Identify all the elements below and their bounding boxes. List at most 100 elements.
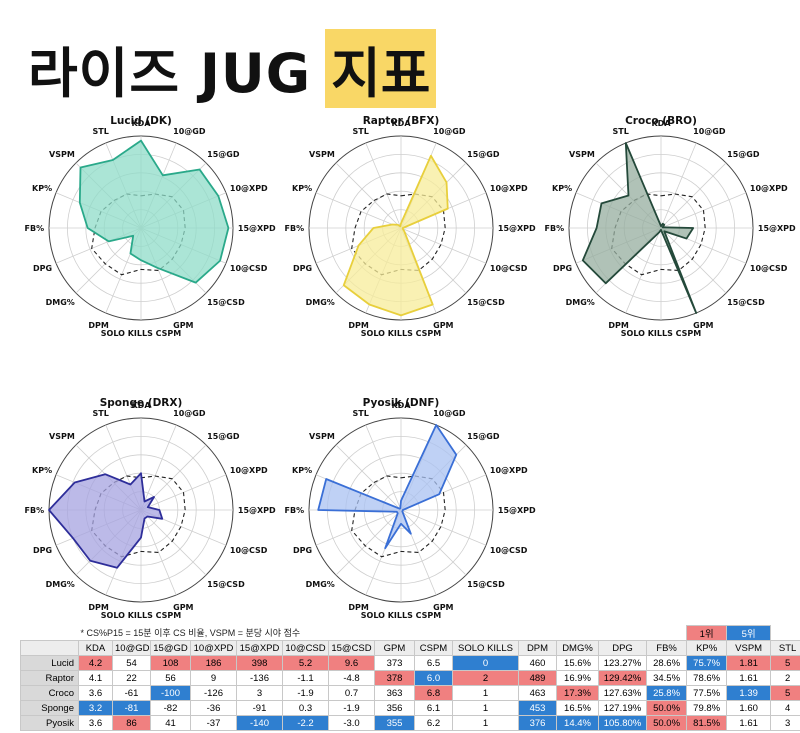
axis-label: DMG% (46, 580, 75, 589)
table-cell: 3 (236, 685, 283, 701)
table-cell: 1 (452, 715, 519, 731)
radar-chart-raptor: Raptor (BFX)KDA 10@GD 15@GD 10@XPD 15@XPD 10@… (285, 115, 537, 338)
table-cell: 1 (452, 700, 519, 716)
axis-label: 15@CSD (467, 580, 505, 589)
table-cell: 5 (770, 685, 800, 701)
grid-spoke (335, 162, 402, 229)
table-cell: -136 (236, 670, 283, 686)
column-header: 10@CSD (282, 640, 329, 656)
table-cell: 41 (150, 715, 191, 731)
blank-cell (771, 626, 800, 641)
column-header: STL (770, 640, 800, 656)
table-cell: 78.6% (686, 670, 728, 686)
table-cell: -81 (112, 700, 151, 716)
axis-label: 15@CSD (467, 298, 505, 307)
table-cell: 5.2 (282, 655, 329, 671)
grid-spoke (140, 509, 207, 576)
axis-label: SOLO KILLS CSPM (361, 329, 442, 338)
axis-label: DPG (553, 264, 572, 273)
table-cell: 463 (518, 685, 557, 701)
column-header: VSPM (726, 640, 772, 656)
table-cell: -82 (150, 700, 191, 716)
axis-label: 10@XPD (230, 184, 268, 193)
axis-label: KP% (292, 184, 312, 193)
axis-label: GPM (433, 321, 453, 330)
table-cell: 17.3% (556, 685, 599, 701)
table-row: Pyosik 3.6 86 41 -37 -140 -2.2 -3.0 355 6.2 1 376 14… (20, 715, 800, 731)
stats-table: * CS%P15 = 15분 이후 CS 비율, VSPM = 분당 시야 점수… (20, 625, 800, 731)
axis-label: 10@CSD (230, 546, 268, 555)
table-cell: 129.42% (598, 670, 647, 686)
table-cell: -100 (150, 685, 191, 701)
table-cell: 108 (150, 655, 191, 671)
axis-label: 10@GD (173, 409, 206, 418)
axis-label: STL (353, 127, 369, 136)
table-cell: 356 (374, 700, 415, 716)
table-cell: 86 (112, 715, 151, 731)
table-row: Lucid 4.2 54 108 186 398 5.2 9.6 373 6.5 0 460 15.6%… (20, 655, 800, 671)
legend-fifth: 5위 (726, 625, 772, 641)
axis-label: KDA (131, 401, 151, 410)
grid-spoke (75, 227, 142, 294)
axis-label: FB% (25, 506, 45, 515)
axis-label: 15@XPD (238, 506, 276, 515)
table-cell: 378 (374, 670, 415, 686)
table-row: Sponge 3.2 -81 -82 -36 -91 0.3 -1.9 356 6.1 1 453 16… (20, 700, 800, 716)
radar-title: Sponge (DRX) (100, 397, 183, 409)
axis-label: STL (353, 409, 369, 418)
axis-label: 10@XPD (490, 184, 528, 193)
axis-label: KDA (651, 119, 671, 128)
axis-label: 15@GD (207, 432, 240, 441)
axis-label: KP% (32, 184, 52, 193)
table-cell: 460 (518, 655, 557, 671)
table-cell: 77.5% (686, 685, 728, 701)
radar-chart-lucid: Lucid (DK)KDA 10@GD 15@GD 10@XPD 15@XPD 10@CS… (25, 115, 277, 338)
column-header: KDA (78, 640, 113, 656)
table-cell: 3.6 (78, 685, 113, 701)
table-row: Raptor 4.1 22 56 9 -136 -1.1 -4.8 378 6.0 2 489 16.9… (20, 670, 800, 686)
axis-label: 10@CSD (490, 264, 528, 273)
legend-first: 1위 (686, 625, 728, 641)
axis-label: SOLO KILLS CSPM (361, 611, 442, 620)
table-cell: 0 (452, 655, 519, 671)
table-cell: 6.5 (414, 655, 453, 671)
grid-spoke (335, 444, 402, 511)
axis-label: DPG (33, 546, 52, 555)
grid-spoke (625, 227, 662, 314)
column-header: KP% (686, 640, 728, 656)
radar-chart-croco: Croco (BRO)KDA 10@GD 15@GD 10@XPD 15@XPD 10@C… (545, 115, 797, 338)
axis-label: 10@GD (433, 409, 466, 418)
axis-label: DPM (348, 603, 369, 612)
stats-table-container: * CS%P15 = 15분 이후 CS 비율, VSPM = 분당 시야 점수… (20, 625, 800, 731)
column-header: DMG% (556, 640, 599, 656)
axis-label: DPM (88, 603, 109, 612)
grid-spoke (660, 142, 697, 229)
table-cell: 2 (452, 670, 519, 686)
axis-label: 10@XPD (230, 466, 268, 475)
table-cell: 28.6% (645, 655, 688, 671)
grid-spoke (140, 509, 177, 596)
table-cell: -126 (190, 685, 237, 701)
column-header: 15@CSD (328, 640, 375, 656)
table-cell: 2 (770, 670, 800, 686)
table-cell: -91 (236, 700, 283, 716)
axis-label: KDA (391, 401, 411, 410)
axis-label: GPM (173, 321, 193, 330)
column-header: DPM (518, 640, 557, 656)
axis-label: 10@XPD (750, 184, 788, 193)
player-area (48, 472, 164, 569)
table-cell: 81.5% (686, 715, 728, 731)
table-cell: -1.1 (282, 670, 329, 686)
axis-label: VSPM (309, 150, 335, 159)
player-name: Sponge (20, 700, 79, 716)
radar-chart-sponge: Sponge (DRX)KDA 10@GD 15@GD 10@XPD 15@XPD 10@… (25, 397, 277, 620)
axis-label: DMG% (306, 298, 335, 307)
radar-title: Pyosik (DNF) (363, 397, 440, 409)
axis-label: SOLO KILLS CSPM (101, 611, 182, 620)
table-cell: 1.60 (726, 700, 772, 716)
axis-label: 15@GD (467, 432, 500, 441)
table-cell: 0.7 (328, 685, 375, 701)
player-area (581, 142, 698, 314)
table-cell: 22 (112, 670, 151, 686)
table-cell: 4.1 (78, 670, 113, 686)
